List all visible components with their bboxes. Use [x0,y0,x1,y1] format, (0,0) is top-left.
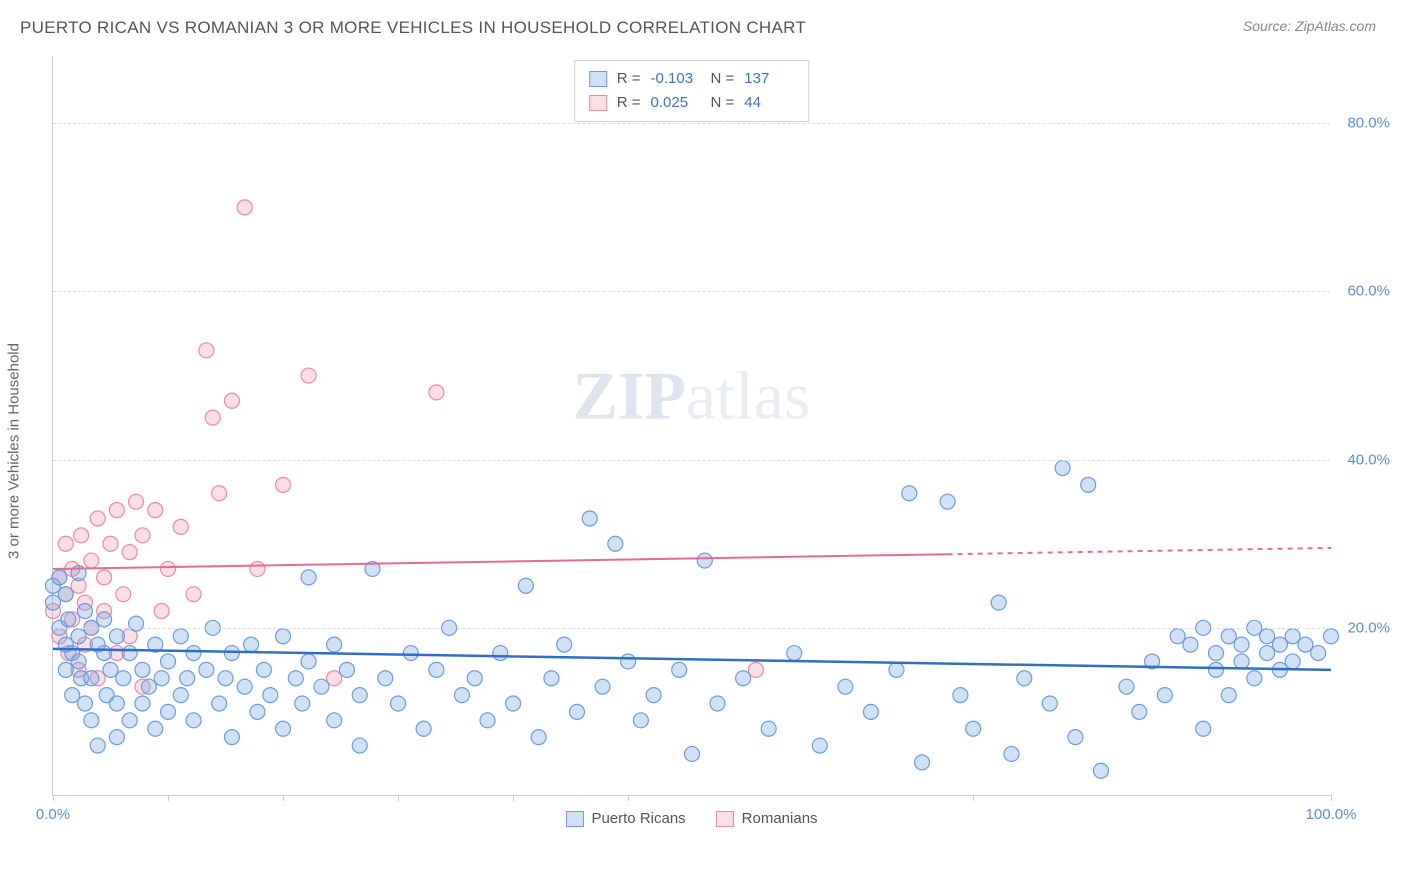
swatch-blue-icon [565,811,583,827]
scatter-svg [53,56,1330,795]
legend-label-romanians: Romanians [742,810,818,827]
swatch-blue [589,71,607,87]
stats-row-romanians: R = 0.025 N = 44 [589,91,795,115]
swatch-pink-icon [716,811,734,827]
r-value-romanians: 0.025 [651,91,701,115]
legend-item-romanians: Romanians [716,810,818,827]
legend-item-puerto-ricans: Puerto Ricans [565,810,685,827]
legend-label-puerto-ricans: Puerto Ricans [591,810,685,827]
x-tick-label: 0.0% [36,806,70,823]
x-tick-label: 100.0% [1306,806,1357,823]
y-tick-label: 40.0% [1335,451,1390,468]
correlation-chart: 3 or more Vehicles in Household ZIPatlas… [52,56,1382,846]
y-tick-label: 20.0% [1335,619,1390,636]
series-legend: Puerto Ricans Romanians [565,810,817,827]
swatch-pink [589,95,607,111]
n-value-puerto-ricans: 137 [744,67,794,91]
y-tick-label: 80.0% [1335,115,1390,132]
n-value-romanians: 44 [744,91,794,115]
y-axis-label: 3 or more Vehicles in Household [6,343,23,559]
plot-area: ZIPatlas R = -0.103 N = 137 R = 0.025 N … [52,56,1330,796]
r-value-puerto-ricans: -0.103 [651,67,701,91]
stats-row-puerto-ricans: R = -0.103 N = 137 [589,67,795,91]
stats-legend: R = -0.103 N = 137 R = 0.025 N = 44 [574,60,810,122]
y-tick-label: 60.0% [1335,283,1390,300]
page-title: PUERTO RICAN VS ROMANIAN 3 OR MORE VEHIC… [20,18,806,38]
source-attribution: Source: ZipAtlas.com [1243,18,1376,34]
